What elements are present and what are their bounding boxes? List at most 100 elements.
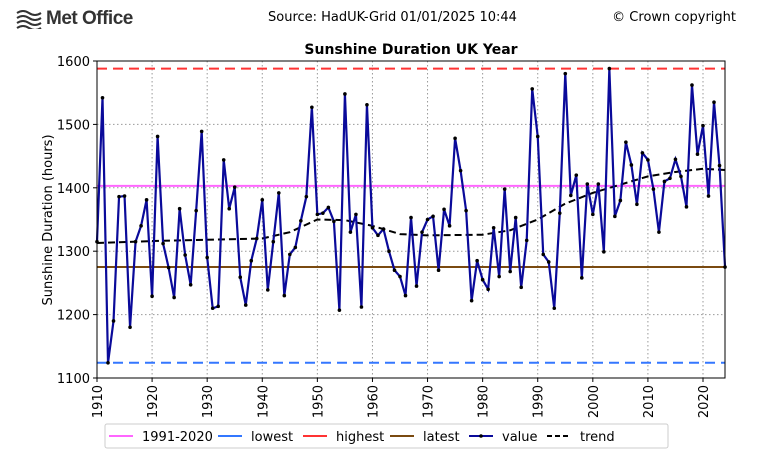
value-point <box>277 191 281 195</box>
value-point <box>508 269 512 274</box>
value-point <box>205 255 209 260</box>
value-point <box>684 205 689 209</box>
value-point <box>679 174 683 179</box>
value-point <box>139 224 143 228</box>
value-point <box>392 268 397 273</box>
legend-marker <box>479 434 483 438</box>
value-point <box>221 158 226 162</box>
value-point <box>188 283 193 287</box>
value-point <box>243 303 248 307</box>
value-point <box>502 187 507 191</box>
value-point <box>111 319 116 323</box>
value-point <box>150 294 154 299</box>
value-point <box>117 194 121 199</box>
value-point <box>265 288 270 292</box>
value-point <box>122 194 127 198</box>
y-tick-label: 1400 <box>57 182 90 197</box>
value-point <box>194 208 198 213</box>
value-point <box>343 92 347 96</box>
value-point <box>624 140 628 144</box>
value-point <box>668 176 672 181</box>
value-point <box>216 304 220 309</box>
value-point <box>106 360 110 365</box>
value-point <box>646 158 650 162</box>
value-point <box>326 205 331 210</box>
value-point <box>552 306 557 311</box>
x-tick-label: 1980 <box>477 385 492 418</box>
value-point <box>100 95 105 100</box>
value-point <box>651 187 656 191</box>
chart-title: Sunshine Duration UK Year <box>304 42 517 58</box>
value-point <box>513 215 518 220</box>
met-office-waves-icon <box>16 10 42 29</box>
value-point <box>431 214 435 219</box>
value-point <box>172 295 176 300</box>
value-line <box>95 68 727 363</box>
value-point <box>712 100 716 105</box>
x-tick-label: 1970 <box>422 385 437 418</box>
value-point <box>381 227 386 231</box>
value-point <box>232 185 237 189</box>
value-point <box>249 258 254 263</box>
value-point <box>403 293 408 298</box>
value-point <box>640 151 645 155</box>
value-point <box>701 123 705 128</box>
value-point <box>557 211 562 215</box>
x-tick-label: 1990 <box>532 385 547 418</box>
legend-label: value <box>502 430 538 445</box>
value-point <box>618 198 623 203</box>
legend-label: trend <box>580 430 615 445</box>
x-tick-label: 2020 <box>697 385 712 418</box>
value-point <box>354 212 358 217</box>
y-tick-label: 1100 <box>57 372 90 387</box>
legend-label: highest <box>336 430 384 445</box>
legend-label: 1991-2020 <box>142 430 213 445</box>
source-text: Source: HadUK-Grid 01/01/2025 10:44 <box>268 10 517 25</box>
value-point <box>717 163 722 168</box>
value-point <box>370 225 375 230</box>
y-tick-label: 1200 <box>57 309 90 324</box>
value-point <box>365 102 369 107</box>
value-point <box>475 258 479 263</box>
value-point <box>585 182 590 186</box>
x-tick-label: 2010 <box>642 385 657 418</box>
x-tick-label: 1910 <box>91 385 106 418</box>
value-point <box>420 230 424 234</box>
value-point <box>524 238 529 243</box>
value-point <box>436 268 441 273</box>
value-point <box>486 287 490 292</box>
value-point <box>690 83 694 87</box>
value-point <box>673 157 678 162</box>
value-point <box>447 224 452 228</box>
value-point <box>227 206 232 211</box>
x-tick-label: 1930 <box>201 385 216 418</box>
value-point <box>348 230 353 234</box>
value-point <box>497 274 501 279</box>
value-point <box>238 275 243 279</box>
value-point <box>541 252 546 257</box>
legend: 1991-2020 lowest highest latest value trend <box>104 423 669 449</box>
value-point <box>387 249 391 253</box>
value-point <box>469 298 474 303</box>
legend-box <box>104 423 669 449</box>
value-point <box>376 233 380 238</box>
value-point <box>133 239 138 244</box>
value-point <box>315 212 320 217</box>
value-point <box>199 129 204 134</box>
y-tick-label: 1600 <box>57 55 90 70</box>
value-point <box>161 241 165 246</box>
value-point <box>293 245 298 250</box>
value-point <box>453 136 457 141</box>
met-office-logo: Met Office <box>16 8 133 30</box>
value-point <box>414 284 419 288</box>
value-point <box>596 182 601 186</box>
x-tick-label: 1940 <box>256 385 271 418</box>
value-point <box>591 212 595 217</box>
value-point <box>546 260 551 264</box>
copyright-text: © Crown copyright <box>612 10 736 25</box>
trend-line <box>96 167 726 244</box>
value-point <box>602 250 606 254</box>
logo-text: Met Office <box>46 8 133 29</box>
value-point <box>128 325 132 330</box>
